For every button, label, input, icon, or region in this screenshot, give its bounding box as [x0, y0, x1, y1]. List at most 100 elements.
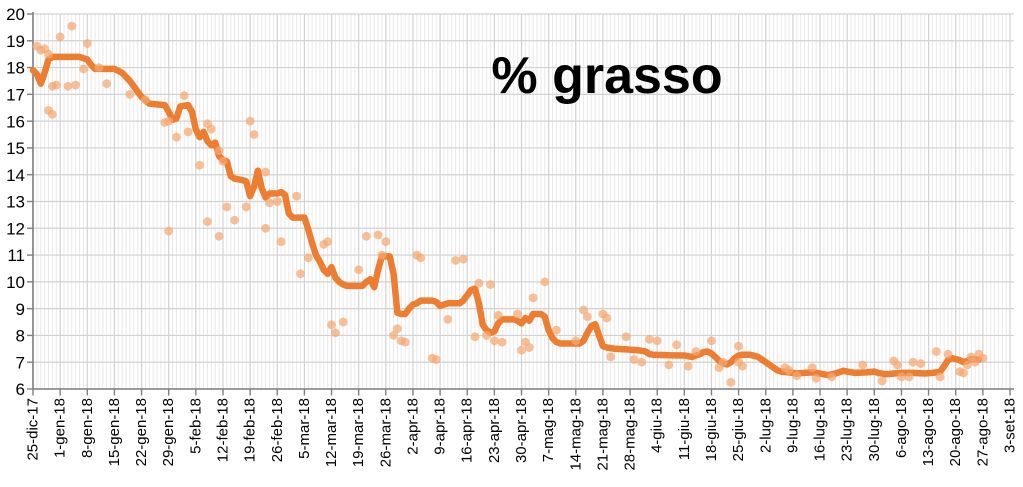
scatter-point	[672, 340, 681, 350]
scatter-point	[811, 373, 821, 383]
scatter-point	[241, 202, 251, 212]
y-tick-label: 20	[6, 5, 25, 24]
x-tick-label: 6-ago-18	[893, 398, 910, 458]
x-tick-label: 23-apr-18	[486, 398, 503, 463]
x-tick-label: 15-gen-18	[106, 398, 123, 466]
scatter-point	[579, 305, 588, 315]
x-tick-label: 7-mag-18	[540, 398, 557, 462]
scatter-point	[249, 130, 259, 139]
scatter-point	[203, 217, 212, 227]
scatter-point	[827, 372, 837, 382]
scatter-point	[606, 352, 616, 362]
scatter-point	[323, 237, 333, 247]
scatter-point	[497, 337, 507, 347]
scatter-point	[943, 349, 953, 359]
scatter-point	[552, 325, 561, 335]
scatter-point	[94, 63, 104, 72]
scatter-point	[377, 250, 387, 260]
x-tick-label: 26-mar-18	[377, 398, 394, 467]
scatter-point	[362, 231, 371, 241]
scatter-point	[474, 278, 484, 288]
scatter-point	[621, 332, 631, 342]
scatter-point	[172, 132, 181, 142]
scatter-point	[303, 253, 313, 263]
scatter-point	[67, 21, 77, 31]
x-tick-label: 11-giu-18	[676, 398, 693, 460]
scatter-point	[400, 337, 410, 347]
scatter-point	[292, 191, 301, 201]
y-tick-label: 18	[6, 59, 25, 78]
x-tick-label: 25-dic-17	[25, 398, 42, 461]
scatter-point	[63, 81, 73, 91]
x-tick-label: 22-gen-18	[133, 398, 150, 466]
scatter-point	[893, 360, 902, 370]
scatter-point	[738, 361, 747, 371]
x-tick-label: 14-mag-18	[567, 398, 584, 471]
scatter-point	[602, 313, 612, 323]
x-tick-label: 29-gen-18	[160, 398, 177, 466]
scatter-point	[265, 198, 274, 208]
scatter-point	[354, 265, 364, 275]
scatter-point	[517, 345, 526, 355]
scatter-point	[931, 347, 941, 356]
x-tick-label: 8-gen-18	[79, 398, 96, 458]
x-tick-label: 18-giu-18	[703, 398, 720, 461]
x-tick-label: 20-ago-18	[947, 398, 964, 466]
scatter-point	[261, 167, 270, 177]
scatter-point	[571, 336, 581, 346]
y-tick-label: 6	[16, 380, 25, 399]
scatter-point	[164, 226, 174, 236]
scatter-point	[179, 91, 189, 101]
scatter-point	[540, 277, 550, 287]
x-tick-label: 2-lug-18	[757, 398, 774, 453]
scatter-point	[877, 376, 887, 386]
scatter-series	[32, 21, 988, 387]
x-tick-label: 16-apr-18	[459, 398, 476, 463]
scatter-point	[141, 95, 150, 105]
scatter-point	[664, 360, 674, 370]
scatter-point	[513, 309, 522, 319]
x-tick-label: 12-feb-18	[214, 398, 231, 462]
x-tick-label: 5-feb-18	[187, 398, 204, 454]
scatter-point	[897, 372, 906, 382]
scatter-point	[416, 253, 426, 263]
y-axis-labels: 6 7 8 9 10 11 12 13 14 15 16 17 18 19 20	[6, 5, 25, 399]
scatter-point	[726, 377, 736, 387]
x-tick-label: 13-ago-18	[920, 398, 937, 466]
scatter-point	[490, 336, 499, 346]
x-tick-label: 12-mar-18	[323, 398, 340, 467]
y-tick-label: 14	[6, 166, 25, 185]
y-tick-label: 13	[6, 193, 25, 212]
scatter-point	[908, 357, 918, 367]
scatter-point	[206, 124, 216, 134]
scatter-point	[230, 215, 240, 225]
scatter-point	[222, 202, 232, 212]
x-tick-label: 30-lug-18	[866, 398, 883, 461]
y-tick-label: 8	[16, 327, 25, 346]
scatter-point	[218, 156, 228, 166]
scatter-point	[261, 223, 270, 233]
scatter-point	[683, 361, 693, 371]
scatter-point	[637, 357, 647, 367]
scatter-point	[195, 160, 205, 170]
scatter-point	[645, 335, 654, 344]
scatter-point	[82, 39, 92, 48]
scatter-point	[327, 320, 336, 330]
x-tick-label: 9-apr-18	[432, 398, 449, 455]
x-tick-label: 4-giu-18	[649, 398, 666, 453]
scatter-point	[276, 237, 286, 247]
scatter-point	[959, 368, 968, 378]
scatter-point	[858, 360, 868, 370]
x-tick-label: 26-feb-18	[269, 398, 286, 462]
scatter-point	[691, 347, 701, 356]
y-tick-label: 12	[6, 219, 25, 238]
scatter-point	[792, 371, 802, 380]
scatter-point	[935, 372, 945, 382]
y-tick-label: 16	[6, 112, 25, 131]
scatter-point	[48, 110, 57, 119]
scatter-point	[102, 79, 112, 88]
scatter-point	[164, 116, 174, 126]
scatter-point	[51, 80, 61, 90]
